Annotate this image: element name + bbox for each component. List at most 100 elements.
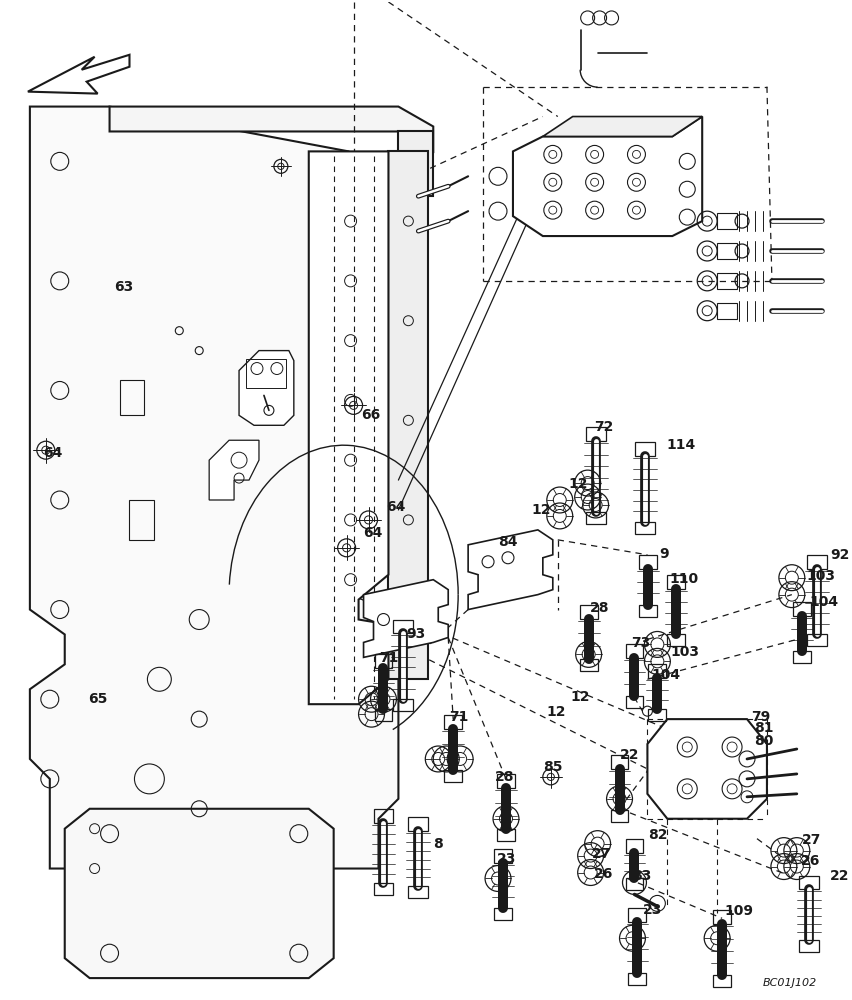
Polygon shape [648,719,767,819]
Text: 109: 109 [724,904,753,918]
Bar [717,303,737,319]
Polygon shape [30,107,399,869]
Polygon shape [65,809,334,978]
Text: 28: 28 [495,770,515,784]
Polygon shape [308,151,389,704]
Text: 63: 63 [114,280,134,294]
Text: 9: 9 [659,547,669,561]
Text: 110: 110 [670,572,699,586]
Bar [611,810,629,822]
Bar [394,699,413,711]
Text: 65: 65 [88,692,107,706]
Bar [629,973,647,985]
Polygon shape [543,117,702,136]
Bar [717,213,737,229]
Text: 22: 22 [830,869,849,883]
Text: 71: 71 [379,651,399,665]
Bar [667,575,685,589]
Text: 103: 103 [807,569,836,583]
Text: 80: 80 [754,734,774,748]
Text: 82: 82 [648,828,668,842]
Bar [793,651,811,663]
Bar [585,427,606,441]
Bar [648,709,666,721]
Text: 83: 83 [632,869,652,883]
Bar [629,908,647,922]
Polygon shape [364,580,448,657]
Bar [585,512,606,524]
Text: 26: 26 [801,854,820,868]
Bar [494,849,512,863]
Bar [373,809,394,823]
Bar [799,876,819,889]
Text: 73: 73 [631,636,651,650]
Bar [640,605,658,617]
Text: 22: 22 [619,748,639,762]
Bar [667,634,685,646]
Bar [494,908,512,920]
Bar [625,878,643,890]
Bar [807,555,826,569]
Text: 64: 64 [43,446,62,460]
Bar [394,620,413,633]
Text: 27: 27 [802,833,821,847]
Bar [246,359,286,388]
Polygon shape [468,530,553,610]
Bar [399,131,434,196]
Text: 103: 103 [671,645,699,659]
Bar [408,886,429,898]
Polygon shape [513,117,702,236]
Bar [373,883,394,895]
Text: 84: 84 [498,535,517,549]
Bar [807,634,826,646]
Text: 104: 104 [652,668,681,682]
Text: 81: 81 [754,721,774,735]
Bar [640,555,658,569]
Text: 23: 23 [497,852,516,866]
Bar [625,696,643,708]
Text: 12: 12 [532,503,551,517]
Bar [799,940,819,952]
Polygon shape [209,440,259,500]
Text: 64: 64 [364,526,383,540]
Bar [611,755,629,769]
Text: 12: 12 [571,690,590,704]
Text: 8: 8 [434,837,443,851]
Bar [625,644,643,658]
Bar [717,273,737,289]
Bar [713,910,731,924]
Text: 93: 93 [406,627,426,641]
Text: 92: 92 [831,548,850,562]
Text: 72: 72 [594,420,613,434]
Text: 66: 66 [361,408,381,422]
Text: 104: 104 [809,595,839,609]
Bar [579,659,597,671]
Bar [793,602,811,616]
Bar [389,151,429,679]
Text: 12: 12 [547,705,567,719]
Bar [636,442,655,456]
Text: 26: 26 [594,867,613,881]
Bar [444,715,462,729]
Text: 28: 28 [590,601,609,615]
Text: 64: 64 [387,500,406,514]
Text: 71: 71 [449,710,469,724]
Bar [717,243,737,259]
Bar [625,839,643,853]
Bar [636,522,655,534]
Bar [497,829,515,841]
Text: 27: 27 [591,847,611,861]
Bar [375,654,393,668]
Bar [408,817,429,831]
Polygon shape [110,107,434,151]
Bar [648,664,666,678]
Bar [713,975,731,987]
Bar [497,774,515,788]
Text: 79: 79 [751,710,770,724]
Text: BC01J102: BC01J102 [763,978,817,988]
Bar [444,770,462,782]
Text: 23: 23 [642,903,662,917]
Text: 114: 114 [666,438,695,452]
Bar [579,605,597,619]
Text: 12: 12 [569,477,588,491]
